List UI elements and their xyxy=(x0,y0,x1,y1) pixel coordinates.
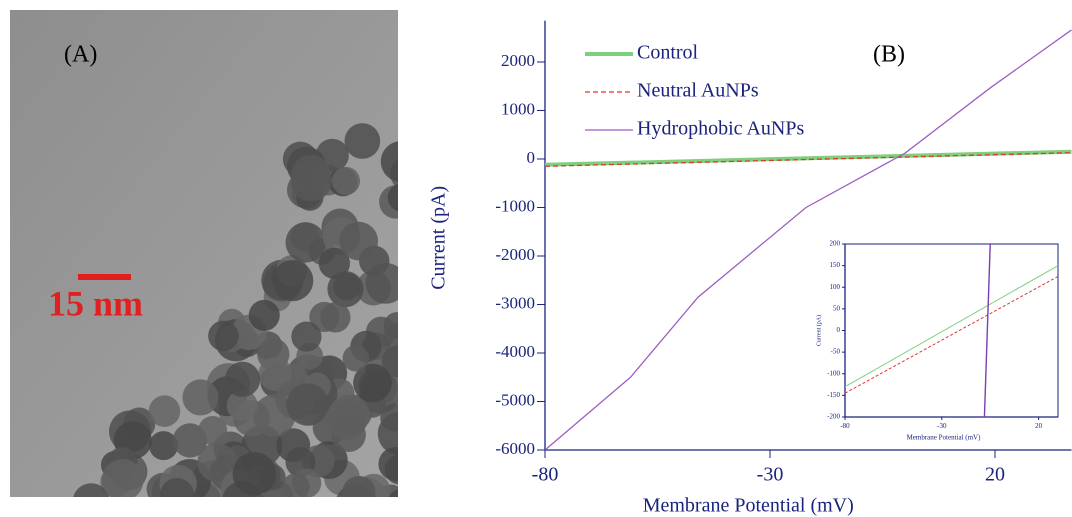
series-group xyxy=(845,244,1058,417)
particle xyxy=(285,222,326,263)
particle xyxy=(353,363,392,403)
chart: -200 -150 -100 -50 0 50 100 150 200 -80 -30 20 Membr… xyxy=(815,240,1059,442)
particle xyxy=(73,483,110,497)
particle xyxy=(286,383,329,426)
particle xyxy=(180,496,189,497)
scale-bar-label: 15 nm xyxy=(48,283,143,323)
chart: -6000-5000-4000-3000-2000-1000010002000-… xyxy=(428,20,1072,517)
legend-label: Neutral AuNPs xyxy=(637,80,759,102)
particle xyxy=(342,345,370,372)
y-tick-label: -3000 xyxy=(495,293,535,312)
x-tick-label: -80 xyxy=(532,464,559,486)
y-tick-label: 200 xyxy=(830,240,841,248)
particle xyxy=(149,431,179,461)
particle xyxy=(198,415,228,446)
x-axis-label: Membrane Potential (mV) xyxy=(907,434,982,442)
particle xyxy=(380,403,398,432)
series-group xyxy=(545,29,1072,450)
particle xyxy=(182,379,219,416)
particle xyxy=(388,489,398,497)
particle xyxy=(208,320,239,352)
series-line xyxy=(545,29,1072,450)
particle xyxy=(331,166,361,196)
particle xyxy=(339,221,379,261)
x-tick-label: -30 xyxy=(937,422,947,430)
tem-image xyxy=(10,10,398,497)
x-axis-label: Membrane Potential (mV) xyxy=(643,495,854,517)
legend-label: Control xyxy=(637,42,699,64)
y-tick-label: -6000 xyxy=(495,439,535,458)
particle xyxy=(272,260,314,302)
particle xyxy=(160,478,194,497)
series-line xyxy=(545,149,1072,167)
particle xyxy=(148,395,181,427)
x-tick-label: 20 xyxy=(985,464,1005,486)
particle xyxy=(224,361,261,397)
particle xyxy=(291,321,322,352)
particle xyxy=(320,302,351,333)
y-tick-label: -5000 xyxy=(495,390,535,409)
y-tick-label: 1000 xyxy=(501,99,535,118)
y-tick-label: 150 xyxy=(830,261,841,269)
particles xyxy=(73,123,398,497)
y-tick-label: 100 xyxy=(830,283,841,291)
y-tick-label: -4000 xyxy=(495,342,535,361)
x-tick-label: -80 xyxy=(840,422,850,430)
y-tick-label: -50 xyxy=(831,348,841,356)
panel-label: (B) xyxy=(873,42,905,68)
y-axis-label: Current (pA) xyxy=(428,186,450,290)
particle xyxy=(248,299,280,331)
y-tick-label: -1000 xyxy=(495,196,535,215)
x-tick-label: -30 xyxy=(757,464,784,486)
y-tick-label: -200 xyxy=(827,413,840,421)
y-tick-label: -100 xyxy=(827,369,840,377)
series-line xyxy=(845,275,1058,394)
particle xyxy=(282,473,310,497)
legend-label: Hydrophobic AuNPs xyxy=(637,118,804,140)
panel-label: (A) xyxy=(64,42,97,68)
particle xyxy=(380,141,398,182)
y-tick-label: -150 xyxy=(827,391,840,399)
particle xyxy=(101,459,144,497)
particle xyxy=(226,390,258,421)
particle xyxy=(258,357,293,391)
y-tick-label: 0 xyxy=(837,326,841,334)
particle xyxy=(387,183,398,212)
x-tick-label: 20 xyxy=(1035,422,1043,430)
particle xyxy=(378,447,398,481)
particle xyxy=(327,271,364,308)
y-axis-label: Current (pA) xyxy=(815,315,822,346)
particle xyxy=(344,123,381,159)
particle xyxy=(326,399,367,441)
y-tick-label: 50 xyxy=(833,304,841,312)
series-line xyxy=(983,244,991,417)
y-tick-label: 0 xyxy=(527,148,536,167)
charts: -6000-5000-4000-3000-2000-1000010002000-… xyxy=(428,20,1072,517)
particle xyxy=(365,262,398,304)
series-line xyxy=(845,265,1058,388)
y-tick-label: 2000 xyxy=(501,51,535,70)
particle xyxy=(342,475,376,497)
plot-frame xyxy=(844,243,1059,418)
y-tick-label: -2000 xyxy=(495,245,535,264)
particle xyxy=(232,452,276,496)
particle xyxy=(318,247,350,279)
particle xyxy=(291,154,331,194)
